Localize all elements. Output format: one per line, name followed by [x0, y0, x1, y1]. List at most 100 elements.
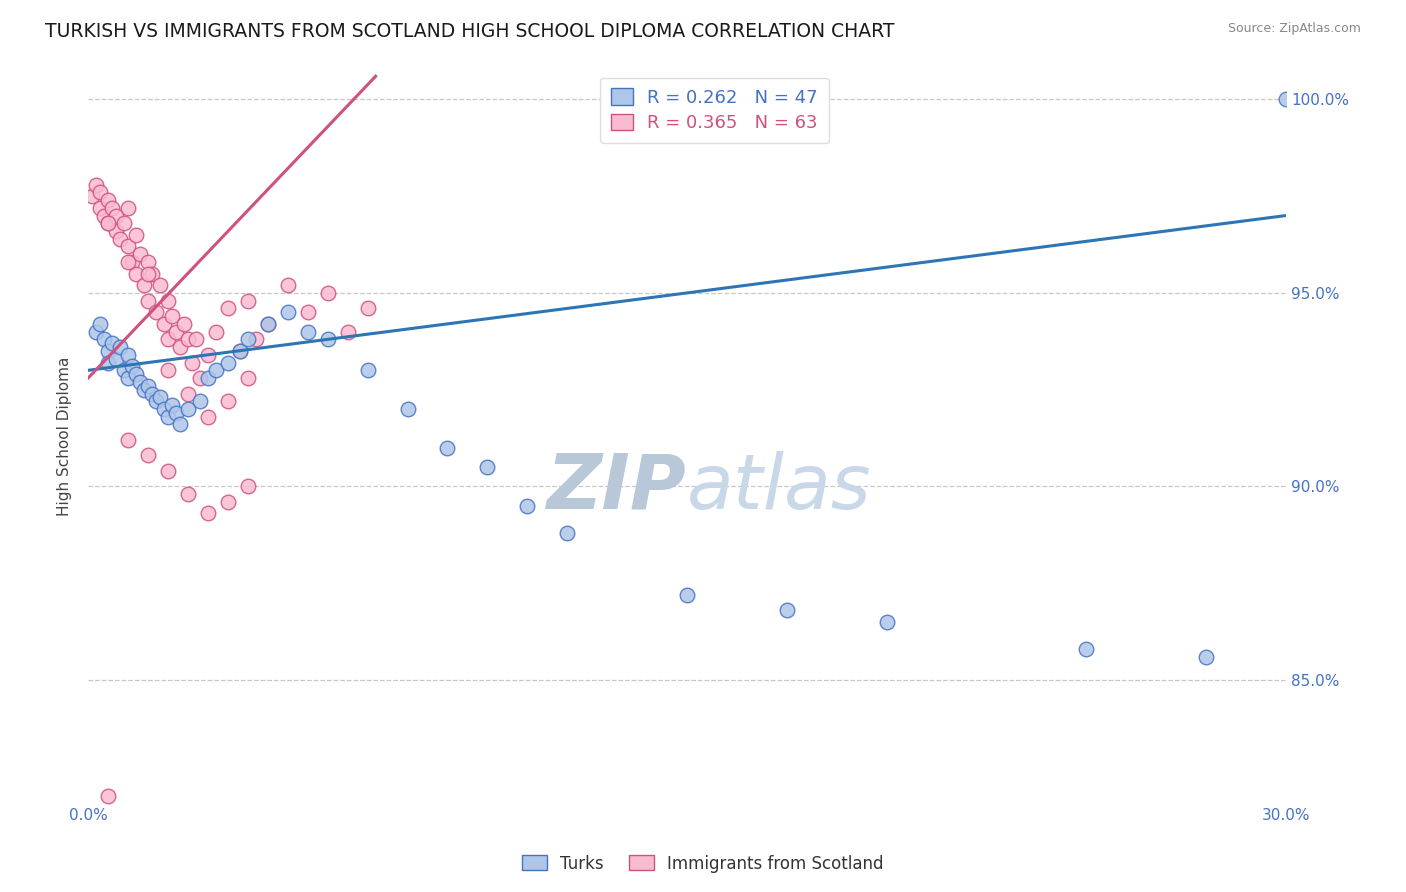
Point [188, 371, 211, 385]
Point [256, 317, 278, 331]
Point [160, 398, 183, 412]
Point [153, 402, 176, 417]
Point [136, 293, 159, 308]
Point [141, 386, 163, 401]
Text: ZIP: ZIP [547, 450, 688, 524]
Text: Source: ZipAtlas.com: Source: ZipAtlas.com [1227, 22, 1361, 36]
Point [277, 305, 299, 319]
Point [105, 209, 128, 223]
Point [129, 375, 152, 389]
Point [169, 417, 191, 432]
Point [205, 363, 228, 377]
Point [181, 355, 204, 369]
Point [136, 267, 159, 281]
Point [105, 224, 128, 238]
Point [141, 267, 163, 281]
Point [112, 363, 135, 377]
Point [277, 278, 299, 293]
Point [105, 351, 128, 366]
Point [145, 305, 167, 319]
Point [112, 216, 135, 230]
Point [316, 285, 339, 300]
Point [156, 409, 179, 424]
Point [177, 487, 200, 501]
Point [108, 340, 131, 354]
Point [89, 186, 111, 200]
Point [117, 255, 139, 269]
Point [776, 603, 799, 617]
Text: TURKISH VS IMMIGRANTS FROM SCOTLAND HIGH SCHOOL DIPLOMA CORRELATION CHART: TURKISH VS IMMIGRANTS FROM SCOTLAND HIGH… [45, 22, 894, 41]
Y-axis label: High School Diploma: High School Diploma [58, 357, 72, 516]
Point [217, 394, 239, 409]
Point [117, 371, 139, 385]
Point [97, 789, 120, 803]
Point [125, 267, 148, 281]
Point [177, 386, 200, 401]
Point [97, 193, 120, 207]
Point [125, 367, 148, 381]
Point [156, 363, 179, 377]
Point [136, 378, 159, 392]
Point [156, 464, 179, 478]
Point [97, 216, 120, 230]
Point [108, 232, 131, 246]
Point [229, 343, 252, 358]
Point [356, 363, 378, 377]
Point [101, 201, 124, 215]
Point [396, 402, 419, 417]
Point [117, 348, 139, 362]
Point [516, 499, 538, 513]
Point [477, 460, 499, 475]
Point [245, 332, 267, 346]
Point [356, 301, 378, 316]
Point [1195, 649, 1218, 664]
Point [136, 449, 159, 463]
Point [297, 325, 319, 339]
Point [117, 201, 139, 215]
Point [188, 394, 211, 409]
Point [149, 278, 172, 293]
Point [149, 390, 172, 404]
Point [555, 525, 578, 540]
Point [177, 332, 200, 346]
Point [89, 201, 111, 215]
Point [145, 394, 167, 409]
Point [217, 355, 239, 369]
Point [165, 325, 187, 339]
Point [97, 216, 120, 230]
Point [117, 239, 139, 253]
Point [93, 332, 115, 346]
Point [197, 348, 219, 362]
Point [236, 332, 259, 346]
Point [132, 278, 155, 293]
Point [156, 332, 179, 346]
Point [121, 255, 143, 269]
Point [876, 615, 898, 629]
Point [169, 340, 191, 354]
Point [297, 305, 319, 319]
Legend: R = 0.262   N = 47, R = 0.365   N = 63: R = 0.262 N = 47, R = 0.365 N = 63 [600, 78, 828, 143]
Point [97, 355, 120, 369]
Point [82, 189, 104, 203]
Point [117, 433, 139, 447]
Point [173, 317, 195, 331]
Point [236, 293, 259, 308]
Point [217, 301, 239, 316]
Point [84, 325, 107, 339]
Point [197, 371, 219, 385]
Point [205, 325, 228, 339]
Point [121, 359, 143, 374]
Point [89, 317, 111, 331]
Point [336, 325, 359, 339]
Point [676, 588, 699, 602]
Point [84, 178, 107, 192]
Point [132, 383, 155, 397]
Point [93, 209, 115, 223]
Point [316, 332, 339, 346]
Point [136, 255, 159, 269]
Point [97, 343, 120, 358]
Point [229, 343, 252, 358]
Point [125, 227, 148, 242]
Legend: Turks, Immigrants from Scotland: Turks, Immigrants from Scotland [516, 848, 890, 880]
Point [177, 402, 200, 417]
